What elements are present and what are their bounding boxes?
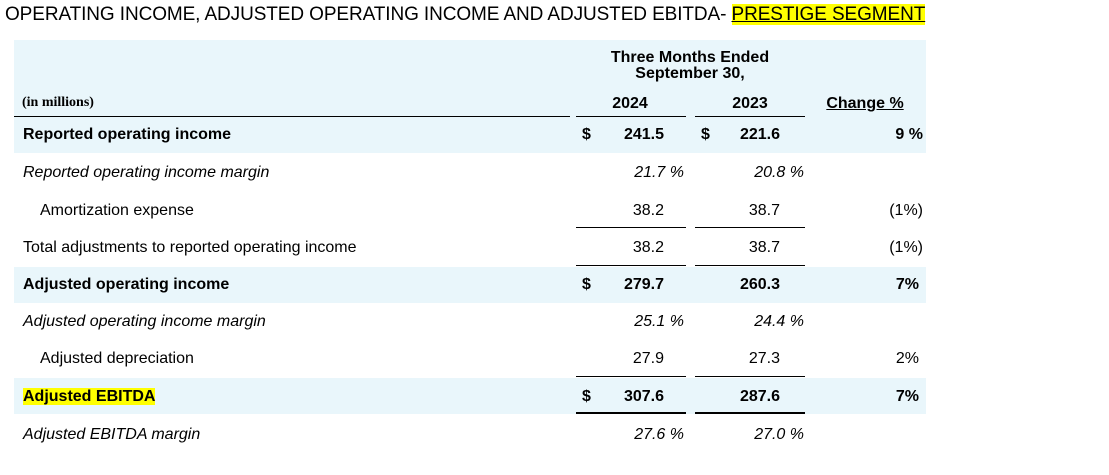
currency-symbol: $: [582, 388, 591, 405]
row-label: Adjusted operating income margin: [23, 313, 266, 330]
change-pct: (1%): [889, 202, 923, 219]
value-2023: 221.6: [739, 126, 780, 143]
value-2023: 24.4 %: [754, 313, 804, 330]
row-label: Adjusted EBITDA margin: [23, 426, 201, 443]
subtotal-rule-2024: [576, 265, 686, 266]
subtotal-rule-2024: [576, 376, 686, 377]
value-2024: 21.7 %: [634, 164, 684, 181]
value-2024: 27.9: [632, 350, 664, 367]
title-main: OPERATING INCOME, ADJUSTED OPERATING INC…: [5, 4, 732, 25]
period-header-line2: September 30,: [635, 65, 745, 82]
total-rule-2023: [695, 412, 805, 414]
value-2024: 279.7: [623, 276, 664, 293]
row-bg: [14, 378, 926, 414]
header-rule-2023: [695, 116, 805, 117]
header-band: [14, 40, 926, 118]
subtotal-rule-2023: [695, 227, 805, 228]
col-header-2024: 2024: [612, 95, 648, 112]
change-pct: 7%: [895, 388, 919, 405]
period-header-line1: Three Months Ended: [610, 49, 770, 66]
page-title: OPERATING INCOME, ADJUSTED OPERATING INC…: [5, 4, 925, 26]
value-2024: 27.6 %: [634, 426, 684, 443]
row-label: Adjusted depreciation: [40, 350, 194, 367]
currency-symbol: $: [701, 126, 710, 143]
value-2024: 38.2: [632, 239, 664, 256]
subtotal-rule-2024: [576, 227, 686, 228]
row-bg: [14, 267, 926, 303]
value-2024: 25.1 %: [634, 313, 684, 330]
col-header-change: Change %: [826, 95, 904, 112]
change-pct: 2%: [895, 350, 919, 367]
currency-symbol: $: [582, 126, 591, 143]
value-2024: 241.5: [623, 126, 664, 143]
value-2023: 27.0 %: [754, 426, 804, 443]
currency-symbol: $: [582, 276, 591, 293]
row-label: Adjusted operating income: [23, 276, 230, 293]
row-label: Reported operating income margin: [23, 164, 270, 181]
value-2023: 27.3: [748, 350, 780, 367]
change-pct: (1%): [889, 239, 923, 256]
value-2024: 307.6: [623, 388, 664, 405]
value-2023: 38.7: [748, 202, 780, 219]
units-label: (in millions): [22, 95, 94, 110]
value-2023: 260.3: [739, 276, 780, 293]
subtotal-rule-2023: [695, 265, 805, 266]
row-label: Adjusted EBITDA: [23, 388, 156, 406]
change-pct: 9 %: [895, 126, 923, 143]
title-highlight: PRESTIGE SEGMENT: [731, 4, 926, 25]
value-2024: 38.2: [632, 202, 664, 219]
change-pct: 7%: [895, 276, 919, 293]
header-rule-left: [14, 116, 570, 117]
col-header-2023: 2023: [732, 95, 768, 112]
subtotal-rule-2023: [695, 376, 805, 377]
header-rule-2024: [576, 116, 686, 117]
value-2023: 20.8 %: [754, 164, 804, 181]
row-label: Total adjustments to reported operating …: [23, 239, 357, 256]
row-label: Reported operating income: [23, 126, 232, 143]
value-2023: 287.6: [739, 388, 780, 405]
row-label: Amortization expense: [40, 202, 194, 219]
total-rule-2024: [576, 412, 686, 414]
value-2023: 38.7: [748, 239, 780, 256]
ebitda-highlight: Adjusted EBITDA: [23, 388, 156, 405]
row-bg: [14, 117, 926, 153]
